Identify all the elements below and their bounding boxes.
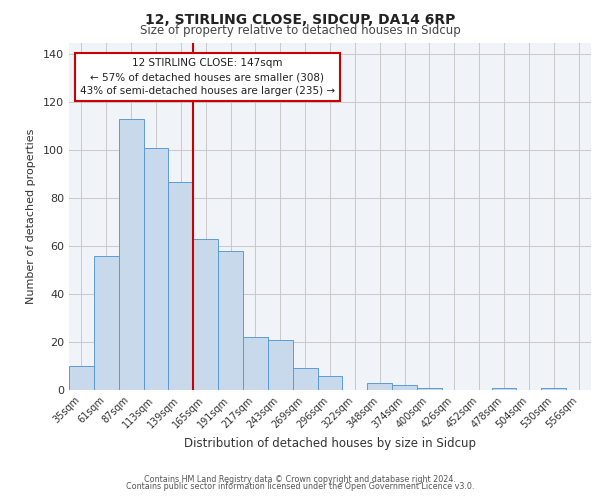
Bar [143,148,169,390]
Bar [367,383,392,390]
Bar [392,385,417,390]
Text: Contains HM Land Registry data © Crown copyright and database right 2024.: Contains HM Land Registry data © Crown c… [144,474,456,484]
X-axis label: Distribution of detached houses by size in Sidcup: Distribution of detached houses by size … [184,436,476,450]
Bar [193,239,218,390]
Text: 12 STIRLING CLOSE: 147sqm
← 57% of detached houses are smaller (308)
43% of semi: 12 STIRLING CLOSE: 147sqm ← 57% of detac… [80,58,335,96]
Bar [417,388,442,390]
Text: Contains public sector information licensed under the Open Government Licence v3: Contains public sector information licen… [126,482,474,491]
Bar [69,366,94,390]
Bar [268,340,293,390]
Bar [169,182,193,390]
Y-axis label: Number of detached properties: Number of detached properties [26,128,36,304]
Text: 12, STIRLING CLOSE, SIDCUP, DA14 6RP: 12, STIRLING CLOSE, SIDCUP, DA14 6RP [145,12,455,26]
Bar [293,368,317,390]
Bar [243,338,268,390]
Bar [218,251,243,390]
Bar [119,119,143,390]
Text: Size of property relative to detached houses in Sidcup: Size of property relative to detached ho… [140,24,460,37]
Bar [317,376,343,390]
Bar [94,256,119,390]
Bar [491,388,517,390]
Bar [541,388,566,390]
